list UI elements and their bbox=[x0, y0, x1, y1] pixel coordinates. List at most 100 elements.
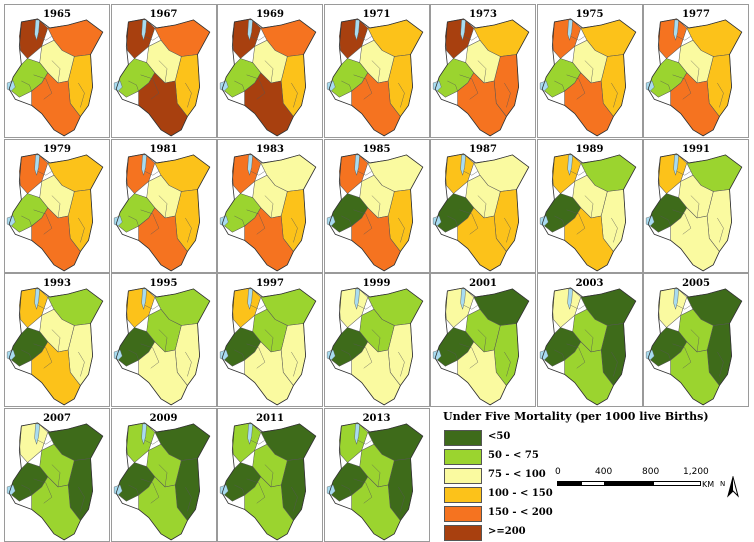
county-boundary bbox=[184, 217, 192, 242]
county-boundary bbox=[78, 82, 85, 108]
county-boundary bbox=[584, 60, 593, 84]
county-boundary bbox=[144, 439, 159, 445]
legend-label: >=200 bbox=[488, 526, 526, 537]
kenya-map bbox=[6, 287, 104, 406]
country-outline bbox=[328, 18, 423, 137]
county-boundary bbox=[447, 215, 458, 226]
county-boundary bbox=[610, 82, 618, 108]
county-boundary bbox=[264, 194, 274, 218]
map-year-label: 1997 bbox=[256, 278, 284, 289]
kenya-map bbox=[326, 287, 423, 406]
county-boundary bbox=[127, 80, 139, 92]
scale-tick-label: 400 bbox=[595, 467, 613, 477]
county-boundary bbox=[51, 329, 61, 353]
county-boundary bbox=[463, 170, 479, 175]
map-panel: 1997 bbox=[217, 273, 323, 407]
scale-bar: 0 400 800 1,200 KM bbox=[555, 467, 720, 497]
county-boundary bbox=[477, 60, 487, 84]
map-year-label: 2009 bbox=[149, 413, 178, 424]
country-outline bbox=[328, 152, 423, 271]
county-boundary bbox=[690, 329, 700, 353]
kenya-map bbox=[645, 18, 743, 137]
county-boundary bbox=[184, 351, 192, 377]
kenya-map bbox=[539, 287, 636, 406]
county-boundary bbox=[246, 74, 266, 100]
legend-swatch bbox=[444, 487, 482, 503]
county-boundary bbox=[291, 351, 298, 377]
county-boundary bbox=[234, 215, 245, 226]
county-boundary bbox=[234, 349, 245, 361]
county-boundary bbox=[140, 209, 159, 234]
country-outline bbox=[221, 18, 317, 137]
map-year-label: 1983 bbox=[256, 143, 284, 155]
map-year-label: 1991 bbox=[682, 143, 710, 155]
county-boundary bbox=[21, 349, 32, 361]
map-year-label: 1981 bbox=[149, 143, 178, 155]
county-boundary bbox=[610, 217, 618, 242]
legend-swatch bbox=[444, 506, 482, 522]
county-boundary bbox=[447, 349, 458, 361]
map-year-label: 2005 bbox=[682, 278, 710, 289]
north-arrow: N bbox=[720, 475, 740, 498]
county-boundary bbox=[566, 74, 585, 100]
county-boundary bbox=[127, 484, 139, 496]
scale-tick-label: 800 bbox=[642, 467, 660, 477]
county-boundary bbox=[78, 217, 85, 242]
legend-label: 50 - < 75 bbox=[488, 450, 539, 461]
county-boundary bbox=[570, 35, 585, 41]
county-boundary bbox=[234, 484, 245, 496]
map-year-label: 1985 bbox=[362, 143, 391, 155]
map-panel: 2003 bbox=[536, 273, 643, 407]
county-boundary bbox=[584, 329, 593, 353]
county-boundary bbox=[291, 486, 298, 512]
county-boundary bbox=[397, 217, 405, 242]
county-boundary bbox=[672, 74, 692, 100]
country-outline bbox=[434, 287, 530, 406]
legend-swatch bbox=[444, 525, 482, 541]
map-panel: 1995 bbox=[110, 273, 217, 407]
county-boundary bbox=[51, 464, 61, 488]
map-year-label: 1969 bbox=[256, 9, 284, 20]
county-boundary bbox=[158, 464, 167, 488]
map-year-label: 1995 bbox=[149, 278, 178, 289]
country-outline bbox=[115, 287, 210, 406]
county-boundary bbox=[357, 35, 372, 41]
county-boundary bbox=[33, 209, 53, 234]
map-panel: 2001 bbox=[430, 273, 536, 407]
county-boundary bbox=[246, 209, 266, 234]
county-boundary bbox=[21, 484, 32, 496]
county-boundary bbox=[250, 439, 266, 445]
map-panel: 1993 bbox=[4, 273, 110, 407]
country-outline bbox=[541, 18, 636, 137]
county-boundary bbox=[33, 478, 53, 504]
country-outline bbox=[8, 18, 104, 137]
county-boundary bbox=[158, 329, 167, 353]
county-boundary bbox=[37, 35, 53, 41]
map-panel: 1973 bbox=[430, 4, 536, 138]
county-boundary bbox=[477, 329, 487, 353]
legend-swatch bbox=[444, 449, 482, 465]
scale-tick-label: 0 bbox=[555, 467, 561, 477]
county-boundary bbox=[566, 343, 585, 369]
county-boundary bbox=[371, 60, 380, 84]
map-panel: 1991 bbox=[643, 138, 749, 273]
country-outline bbox=[647, 152, 743, 271]
scale-segment bbox=[581, 481, 605, 486]
county-boundary bbox=[570, 304, 585, 310]
county-boundary bbox=[144, 35, 159, 41]
kenya-map bbox=[645, 152, 743, 271]
map-year-label: 2011 bbox=[256, 413, 284, 424]
county-boundary bbox=[144, 170, 159, 175]
map-panel: 2005 bbox=[643, 273, 749, 407]
kenya-map bbox=[113, 287, 210, 406]
county-boundary bbox=[672, 209, 692, 234]
county-boundary bbox=[371, 464, 380, 488]
county-boundary bbox=[184, 82, 192, 108]
county-boundary bbox=[553, 215, 565, 226]
map-year-label: 2003 bbox=[575, 278, 604, 289]
county-boundary bbox=[463, 35, 479, 41]
kenya-map bbox=[432, 18, 530, 137]
county-boundary bbox=[357, 439, 372, 445]
county-boundary bbox=[459, 74, 479, 100]
map-year-label: 1979 bbox=[43, 143, 71, 155]
